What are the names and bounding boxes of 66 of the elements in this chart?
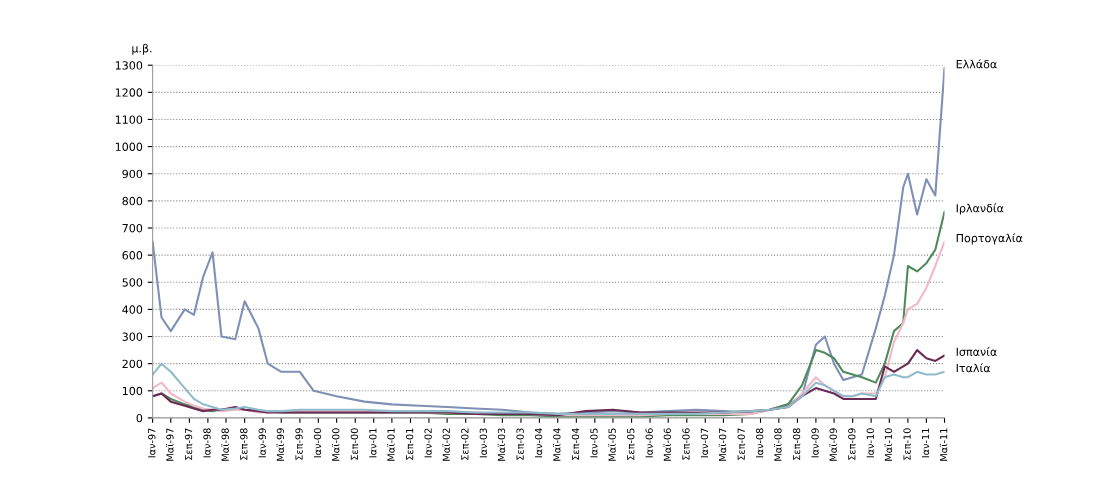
x-tick-label: Σεπ-06 [682,428,690,460]
x-tick-label: Μαϊ-05 [608,428,616,461]
y-tick-label: 200 [122,359,143,369]
x-tick-label: Ιαν-01 [369,428,377,458]
line-series [152,66,945,415]
x-tick-label: Ιαν-98 [203,428,211,458]
x-tick-label: Ιαν-99 [258,428,266,458]
x-tick-label: Σεπ-00 [350,428,359,460]
x-tick-label: Σεπ-98 [240,428,248,460]
x-tick-label: Ιαν-97 [148,428,156,458]
y-tick-label: 1300 [115,61,143,70]
x-tick-label: Σεπ-99 [295,428,303,460]
x-tick-label: Σεπ-10 [903,428,911,460]
y-tick-label: 1100 [115,115,143,124]
x-tick-label: Ιαν-06 [645,428,653,458]
series-label: Ισπανία [956,346,997,357]
line-series [152,362,945,415]
x-tick-label: Μαϊ-01 [387,428,395,461]
y-tick-label: 800 [122,196,143,206]
x-tick-label: Μαϊ-04 [553,428,561,461]
x-tick-label: Μαϊ-10 [884,428,893,461]
x-tick-label: Μαϊ-06 [663,428,672,461]
y-tick-label: 400 [122,305,143,314]
x-tick-label: Ιαν-08 [755,428,764,458]
x-tick-label: Ιαν-00 [313,428,322,458]
y-tick-label: 1000 [115,142,143,151]
x-tick-label: Ιαν-03 [479,428,488,458]
x-tick-label: Μαϊ-07 [718,428,727,461]
y-tick-label: 0 [136,413,143,423]
y-tick-label: 600 [122,251,143,260]
x-tick-label: Μαϊ-09 [829,428,837,461]
x-tick-label: Σεπ-08 [792,428,801,460]
x-tick-label: Μαϊ-11 [939,428,948,461]
y-tick-label: 100 [122,386,143,396]
x-tick-label: Μαϊ-98 [221,428,229,461]
x-tick-label: Ιαν-05 [590,428,598,458]
x-tick-label: Μαϊ-00 [331,428,340,461]
y-tick-label: 500 [122,278,143,287]
x-tick-label: Ιαν-07 [700,428,709,458]
x-tick-label: Σεπ-04 [571,428,580,460]
x-tick-label: Μαϊ-99 [276,428,285,461]
x-tick-label: Σεπ-09 [848,428,856,460]
x-tick-label: Σεπ-01 [405,428,414,460]
x-tick-label: Ιαν-09 [811,428,819,458]
x-tick-label: Μαϊ-03 [497,428,506,461]
y-axis-title: μ.β. [132,43,152,55]
series-label: Πορτογαλία [956,233,1023,245]
series-label: Ελλάδα [956,59,997,69]
y-tick-label: 700 [122,223,143,233]
x-tick-label: Σεπ-97 [184,428,193,460]
x-tick-label: Μαϊ-02 [442,428,450,461]
x-tick-label: Μαϊ-08 [774,428,782,461]
x-tick-label: Σεπ-05 [627,428,635,460]
series-label: Ιταλία [956,363,991,373]
series-label: Ιρλανδία [956,203,1004,215]
x-tick-label: Ιαν-10 [866,428,874,458]
x-tick-label: Μαϊ-97 [166,428,174,461]
y-tick-label: 300 [122,332,143,341]
x-tick-label: Ιαν-11 [921,428,930,458]
x-tick-label: Σεπ-03 [516,428,524,460]
x-tick-label: Ιαν-02 [424,428,432,458]
x-tick-label: Ιαν-04 [534,428,543,458]
x-tick-label: Σεπ-02 [461,428,469,460]
x-tick-label: Σεπ-07 [737,428,745,460]
y-tick-label: 900 [122,169,143,179]
y-tick-label: 1200 [115,88,143,97]
